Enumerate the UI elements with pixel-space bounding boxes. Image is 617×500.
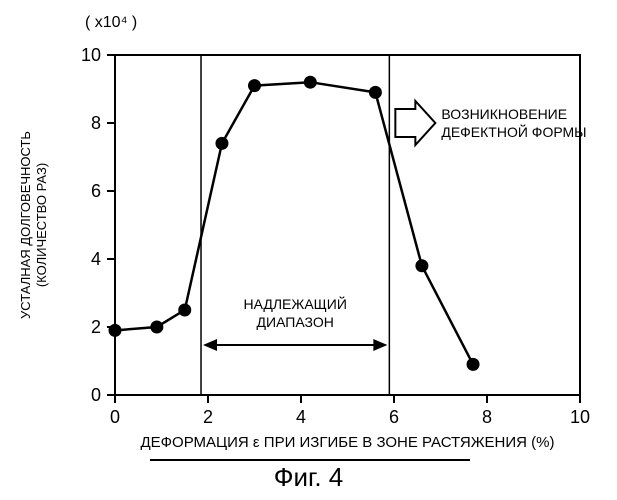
y-tick-label: 4	[91, 249, 101, 269]
data-marker	[178, 304, 191, 317]
annotation-line2: ДЕФЕКТНОЙ ФОРМЫ	[441, 123, 586, 140]
data-marker	[215, 137, 228, 150]
data-marker	[304, 76, 317, 89]
y-tick-label: 6	[91, 181, 101, 201]
x-tick-label: 0	[110, 407, 120, 427]
y-tick-label: 0	[91, 385, 101, 405]
x-tick-label: 6	[389, 407, 399, 427]
x-tick-label: 4	[296, 407, 306, 427]
data-marker	[369, 86, 382, 99]
data-marker	[248, 79, 261, 92]
x-axis-label: ДЕФОРМАЦИЯ ε ПРИ ИЗГИБЕ В ЗОНЕ РАСТЯЖЕНИ…	[140, 434, 554, 451]
y-tick-label: 2	[91, 317, 101, 337]
data-marker	[415, 259, 428, 272]
range-label-line1: НАДЛЕЖАЩИЙ	[243, 295, 346, 312]
range-label-line2: ДИАПАЗОН	[257, 314, 334, 330]
y-tick-label: 8	[91, 113, 101, 133]
figure-caption: Фиг. 4	[274, 462, 344, 492]
svg-text:УСТАЛНАЯ ДОЛГОВЕЧНОСТЬ: УСТАЛНАЯ ДОЛГОВЕЧНОСТЬ	[18, 131, 33, 319]
data-marker	[109, 324, 122, 337]
y-multiplier-label: ( x10⁴ )	[85, 14, 137, 31]
data-marker	[467, 358, 480, 371]
svg-text:(КОЛИЧЕСТВО РАЗ): (КОЛИЧЕСТВО РАЗ)	[34, 163, 49, 287]
x-tick-label: 2	[203, 407, 213, 427]
annotation-line1: ВОЗНИКНОВЕНИЕ	[441, 106, 567, 122]
x-tick-label: 8	[482, 407, 492, 427]
fatigue-chart: 0 2 4 6 8 10 0 2 4 6 8 10 ( x10⁴ ) ДЕФОРМАЦИЯ ε ПРИ И…	[0, 0, 617, 500]
x-tick-label: 10	[570, 407, 590, 427]
data-marker	[150, 321, 163, 334]
y-tick-label: 10	[81, 45, 101, 65]
